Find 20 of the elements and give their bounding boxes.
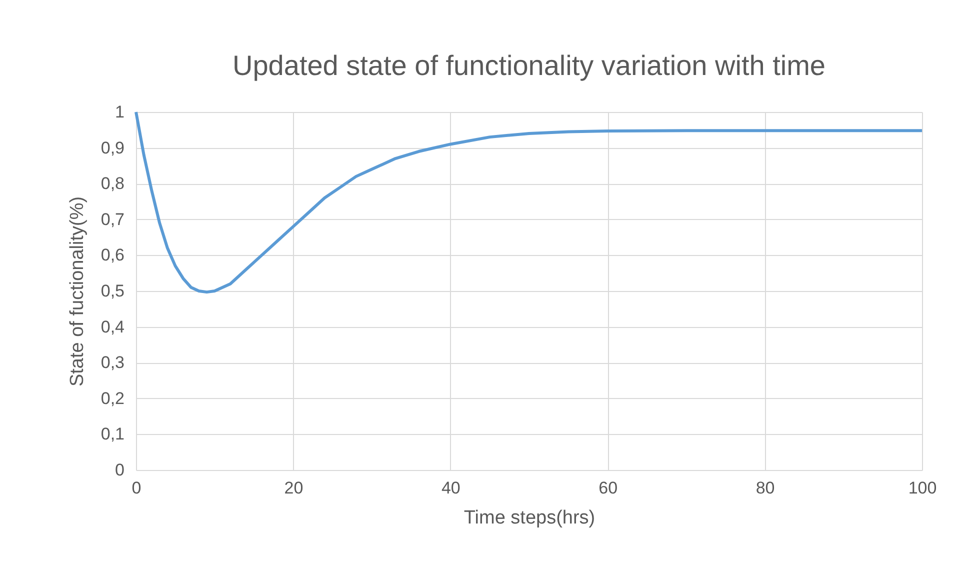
x-tick-label: 80: [756, 478, 775, 498]
x-tick-label: 100: [908, 478, 937, 498]
y-tick-label: 0: [115, 460, 124, 480]
y-tick-label: 0,5: [100, 282, 124, 300]
y-axis-title: State of fuctionality(%): [66, 196, 88, 387]
x-tick-label: 60: [598, 478, 618, 498]
x-tick-label: 20: [284, 478, 304, 498]
y-tick-label: 0,4: [100, 317, 124, 336]
y-tick-label: 0,1: [100, 424, 124, 444]
chart-title: Updated state of functionality variation with time: [232, 50, 826, 81]
x-tick-label: 40: [441, 478, 460, 498]
y-tick-label: 0,3: [100, 353, 124, 372]
y-tick-label: 1: [115, 102, 124, 122]
x-axis-title: Time steps(hrs): [464, 508, 596, 528]
y-tick-label: 0,7: [100, 210, 124, 229]
y-tick-label: 0,8: [100, 174, 124, 194]
y-tick-label: 0,9: [100, 138, 124, 158]
y-tick-label: 0,2: [100, 388, 124, 408]
x-tick-label: 0: [132, 478, 142, 498]
y-tick-label: 0,6: [100, 246, 124, 265]
